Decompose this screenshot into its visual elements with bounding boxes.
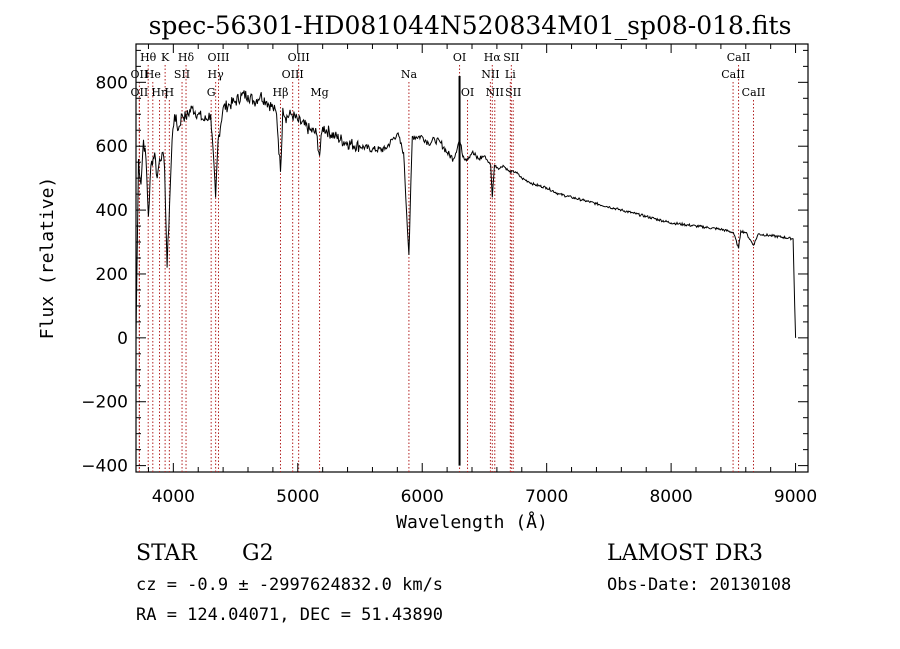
- line-label-21: NII: [486, 86, 504, 99]
- line-label-1: OII: [131, 68, 149, 81]
- line-label-23: SII: [505, 86, 521, 99]
- object-class: STAR: [136, 541, 198, 566]
- ra-dec: RA = 124.04071, DEC = 51.43890: [136, 605, 443, 625]
- y-tick-label-2: 0: [117, 329, 128, 349]
- line-label-22: SII: [503, 51, 519, 64]
- line-label-24: Li: [505, 68, 516, 81]
- line-label-3: He: [145, 68, 161, 81]
- x-tick-label-5: 9000: [774, 487, 817, 507]
- y-tick-label-1: −200: [81, 393, 128, 413]
- x-tick-label-3: 7000: [525, 487, 568, 507]
- line-label-27: CaII: [742, 86, 766, 99]
- line-label-2: OII: [131, 86, 149, 99]
- line-label-26: CaII: [721, 68, 745, 81]
- y-tick-label-5: 600: [96, 137, 128, 157]
- y-axis: −400 −200 0 200 400 600 800: [81, 49, 808, 477]
- line-label-12: Hβ: [273, 86, 289, 99]
- x-tick-label-1: 5000: [276, 487, 319, 507]
- line-label-15: Mg: [310, 86, 328, 99]
- plot-frame: [135, 43, 809, 473]
- line-label-5: K: [161, 51, 170, 64]
- redshift-line: cz = -0.9 ± -2997624832.0 km/s: [136, 575, 443, 595]
- y-tick-label-3: 200: [96, 265, 128, 285]
- chart-title: spec-56301-HD081044N520834M01_sp08-018.f…: [149, 11, 792, 40]
- x-tick-label-2: 6000: [401, 487, 444, 507]
- x-tick-label-4: 8000: [649, 487, 692, 507]
- line-label-20: NII: [481, 68, 499, 81]
- spectrum-series-line: [135, 90, 797, 338]
- object-subclass: G2: [242, 541, 274, 566]
- line-label-6: H: [165, 86, 175, 99]
- x-axis-label: Wavelength (Å): [396, 511, 548, 533]
- line-label-19: Hα: [484, 51, 502, 64]
- y-tick-label-4: 400: [96, 201, 128, 221]
- line-label-9: OIII: [207, 51, 229, 64]
- x-tick-label-0: 4000: [152, 487, 195, 507]
- x-axis: 4000 5000 6000 7000 8000 9000: [147, 44, 817, 507]
- line-label-17: OI: [453, 51, 466, 64]
- line-label-4: Hη: [151, 86, 167, 99]
- survey-name: LAMOST DR3: [607, 541, 763, 566]
- line-label-25: CaII: [727, 51, 751, 64]
- line-label-14: OIII: [288, 51, 310, 64]
- line-label-10: Hγ: [208, 68, 225, 81]
- line-label-11: G: [207, 86, 216, 99]
- line-label-16: Na: [401, 68, 418, 81]
- line-label-7: SII: [174, 68, 190, 81]
- line-label-0: Hθ: [140, 51, 157, 64]
- line-markers: [138, 65, 754, 472]
- line-label-18: OI: [461, 86, 474, 99]
- line-label-8: Hδ: [178, 51, 195, 64]
- y-tick-label-0: −400: [81, 457, 128, 477]
- y-tick-label-6: 800: [96, 73, 128, 93]
- line-label-13: OIII: [282, 68, 304, 81]
- obs-date: Obs-Date: 20130108: [607, 575, 791, 595]
- y-axis-label: Flux (relative): [37, 177, 58, 340]
